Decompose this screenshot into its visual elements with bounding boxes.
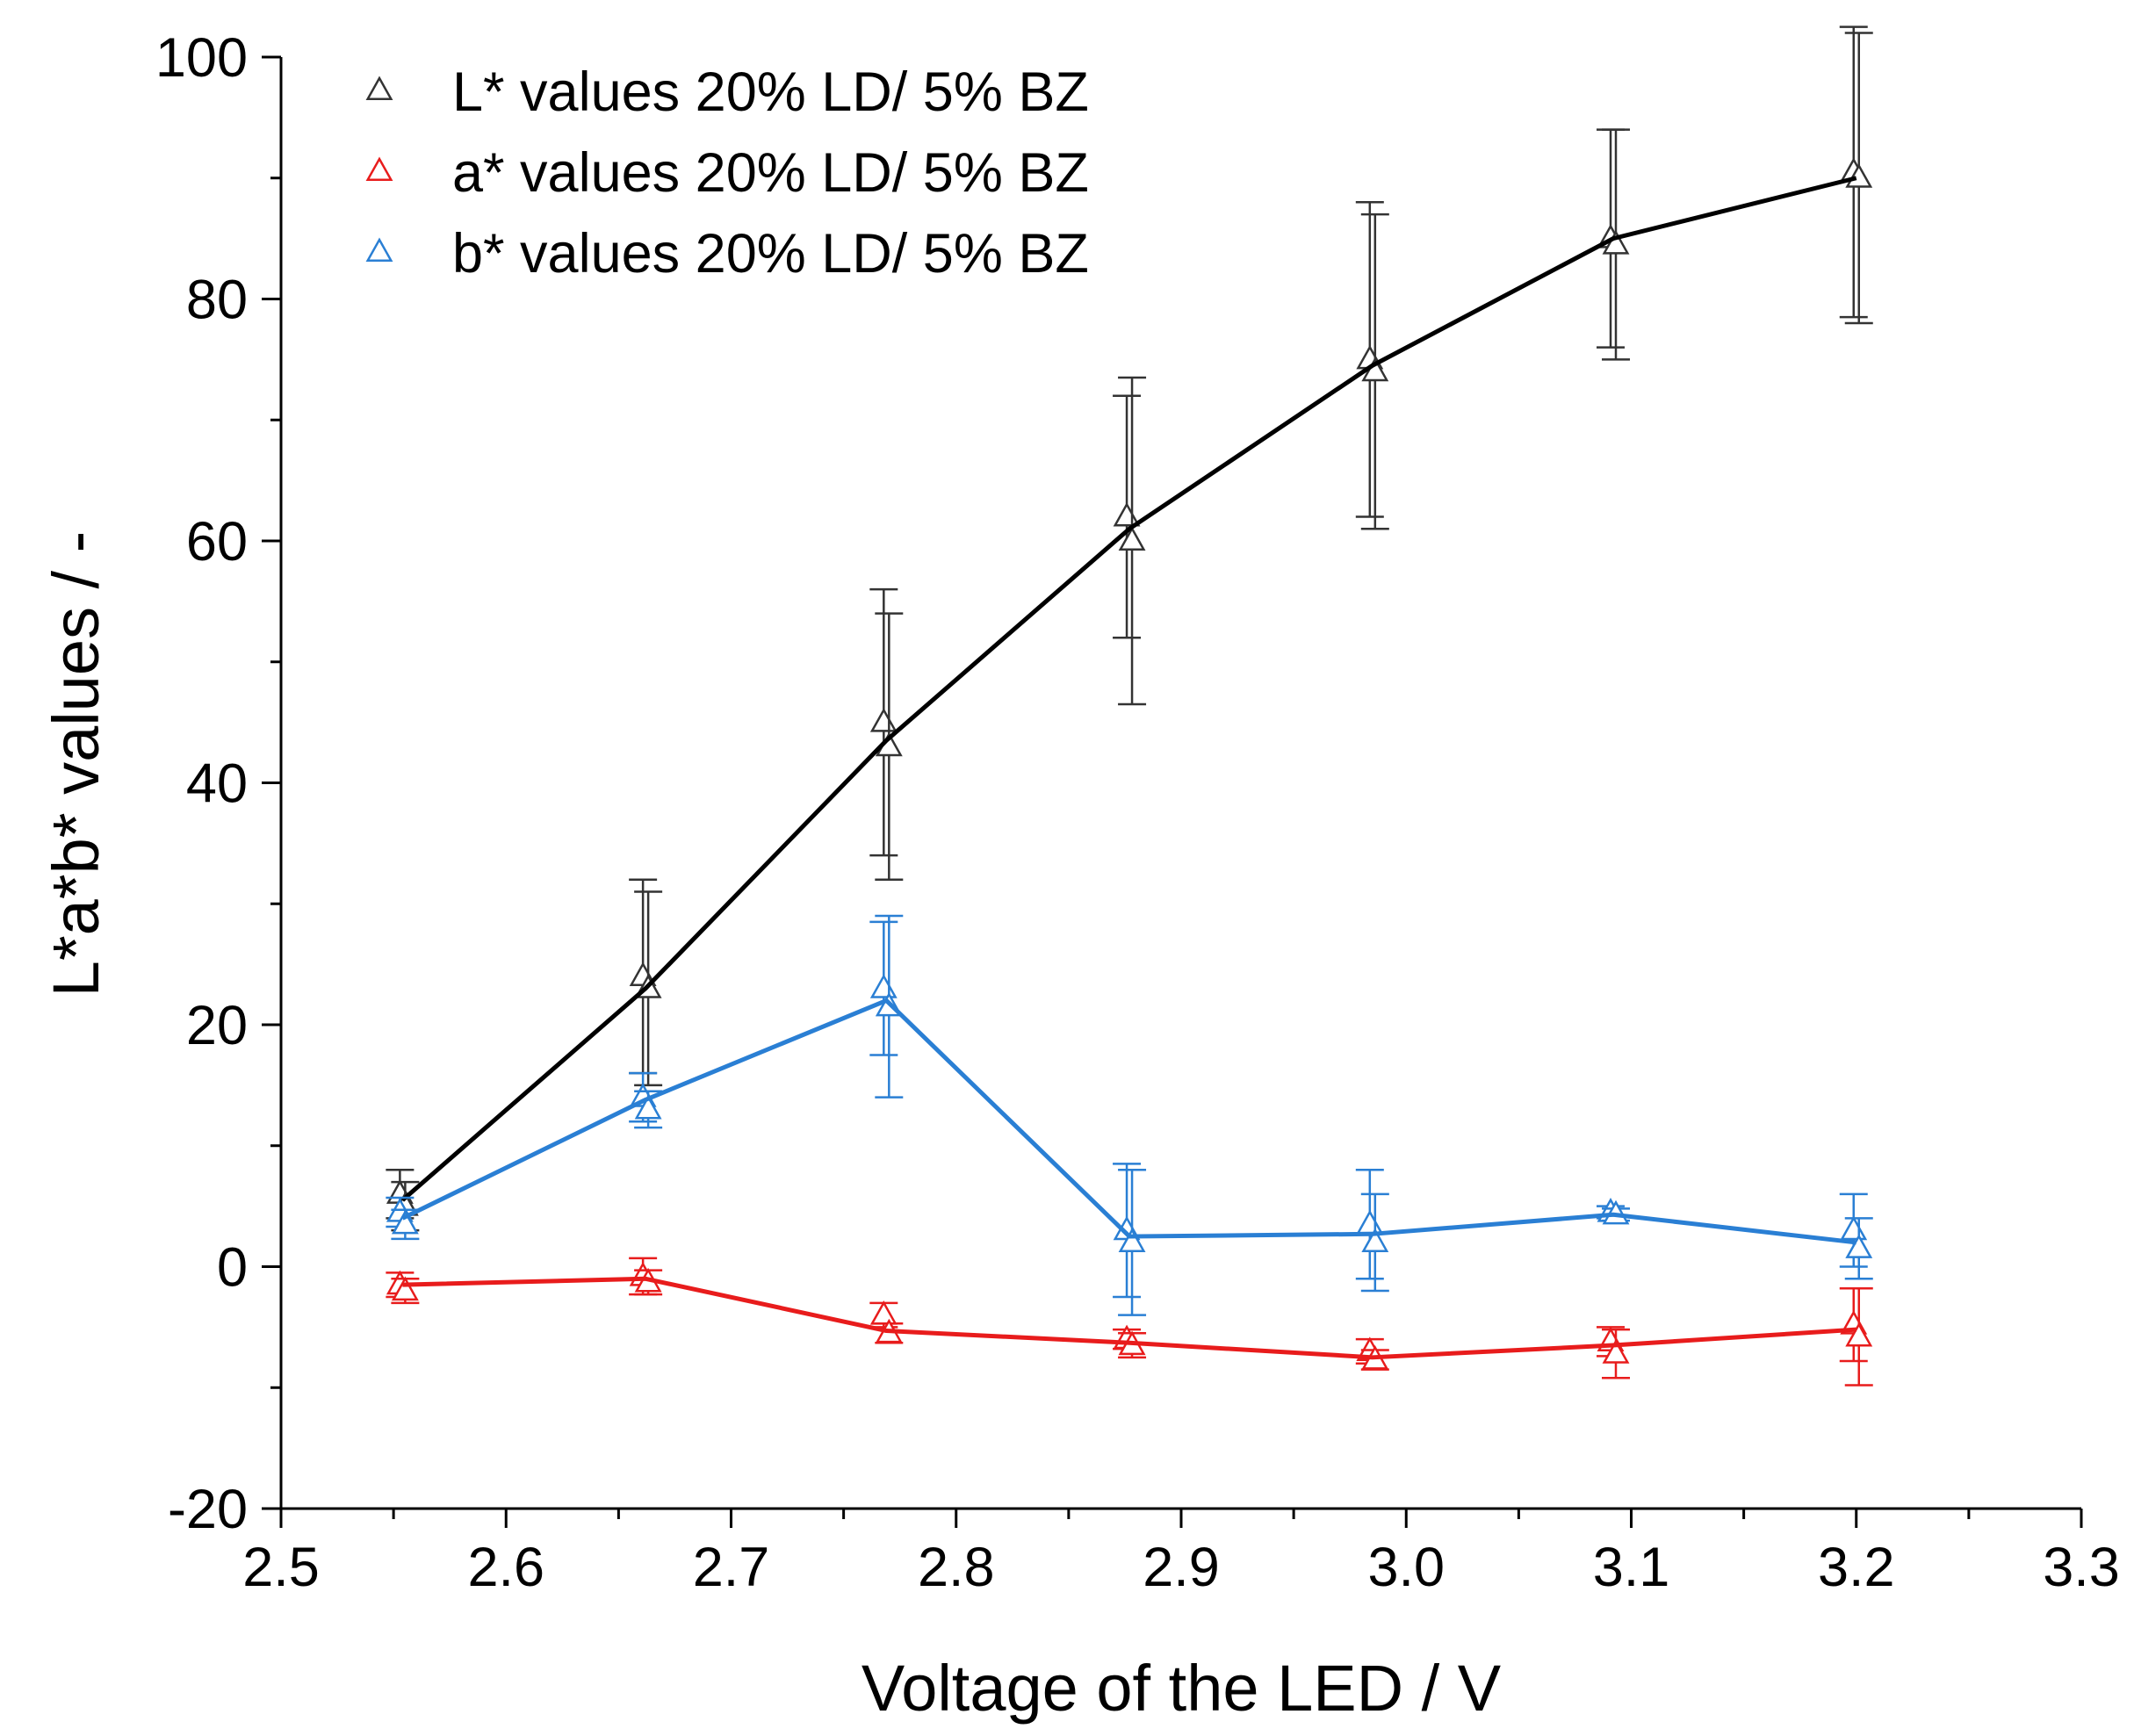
series-line bbox=[400, 176, 1857, 1202]
data-point-marker bbox=[1113, 501, 1141, 527]
legend: L* values 20% LD/ 5% BZ a* values 20% LD/… bbox=[365, 61, 1089, 285]
x-tick-label: 2.7 bbox=[693, 1537, 770, 1598]
legend-label: L* values 20% LD/ 5% BZ bbox=[452, 61, 1089, 123]
data-point-marker bbox=[1118, 526, 1146, 551]
y-tick-label: 20 bbox=[186, 995, 248, 1056]
data-point-marker bbox=[1356, 1209, 1384, 1235]
axes: 2.5 2.6 2.7 2.8 2.9 3.0 3.1 3.2 3.3 -20 0 20 40 60 80 1… bbox=[155, 27, 2120, 1598]
data-point-marker bbox=[391, 1276, 419, 1301]
data-point-marker bbox=[1840, 1215, 1868, 1241]
series-2 bbox=[386, 914, 1873, 1316]
x-tick-label: 2.8 bbox=[918, 1537, 995, 1598]
data-point-marker bbox=[1845, 1234, 1873, 1258]
data-point-marker bbox=[1602, 229, 1630, 255]
series-line bbox=[402, 1276, 1856, 1360]
data-point-marker bbox=[1118, 1228, 1146, 1252]
data-point-marker bbox=[869, 1300, 898, 1325]
x-tick-label: 2.6 bbox=[467, 1537, 544, 1598]
legend-label: a* values 20% LD/ 5% BZ bbox=[452, 142, 1089, 204]
y-tick-label: 60 bbox=[186, 511, 248, 573]
data-point-marker bbox=[391, 1209, 419, 1235]
series-0 bbox=[386, 25, 1873, 1232]
y-tick-label: 40 bbox=[186, 753, 248, 815]
x-tick-label: 2.9 bbox=[1143, 1537, 1220, 1598]
data-point-marker bbox=[1845, 163, 1873, 188]
x-tick-label: 3.2 bbox=[1818, 1537, 1895, 1598]
y-tick-label: -20 bbox=[168, 1479, 248, 1540]
legend-marker-icon bbox=[365, 76, 393, 101]
data-point-marker bbox=[1602, 1339, 1630, 1364]
series-1 bbox=[386, 1257, 1873, 1387]
legend-marker-icon bbox=[365, 237, 393, 263]
series-line bbox=[401, 998, 1857, 1245]
x-tick-label: 2.5 bbox=[242, 1537, 320, 1598]
y-tick-label: 0 bbox=[217, 1237, 248, 1299]
y-axis-label: L*a*b* values / - bbox=[40, 531, 112, 998]
data-point-marker bbox=[1845, 1322, 1873, 1347]
y-tick-label: 80 bbox=[186, 270, 248, 331]
x-tick-label: 3.1 bbox=[1593, 1537, 1670, 1598]
y-tick-label: 100 bbox=[155, 27, 248, 89]
x-axis-label: Voltage of the LED / V bbox=[862, 1652, 1502, 1725]
data-point-marker bbox=[634, 1094, 662, 1120]
plot-series bbox=[386, 25, 1873, 1387]
x-tick-label: 3.0 bbox=[1367, 1537, 1445, 1598]
legend-label: b* values 20% LD/ 5% BZ bbox=[452, 223, 1089, 285]
data-point-marker bbox=[1361, 1228, 1389, 1252]
data-point-marker bbox=[869, 708, 898, 732]
data-point-marker bbox=[869, 974, 898, 998]
x-tick-label: 3.3 bbox=[2043, 1537, 2120, 1598]
legend-marker-icon bbox=[365, 156, 393, 182]
